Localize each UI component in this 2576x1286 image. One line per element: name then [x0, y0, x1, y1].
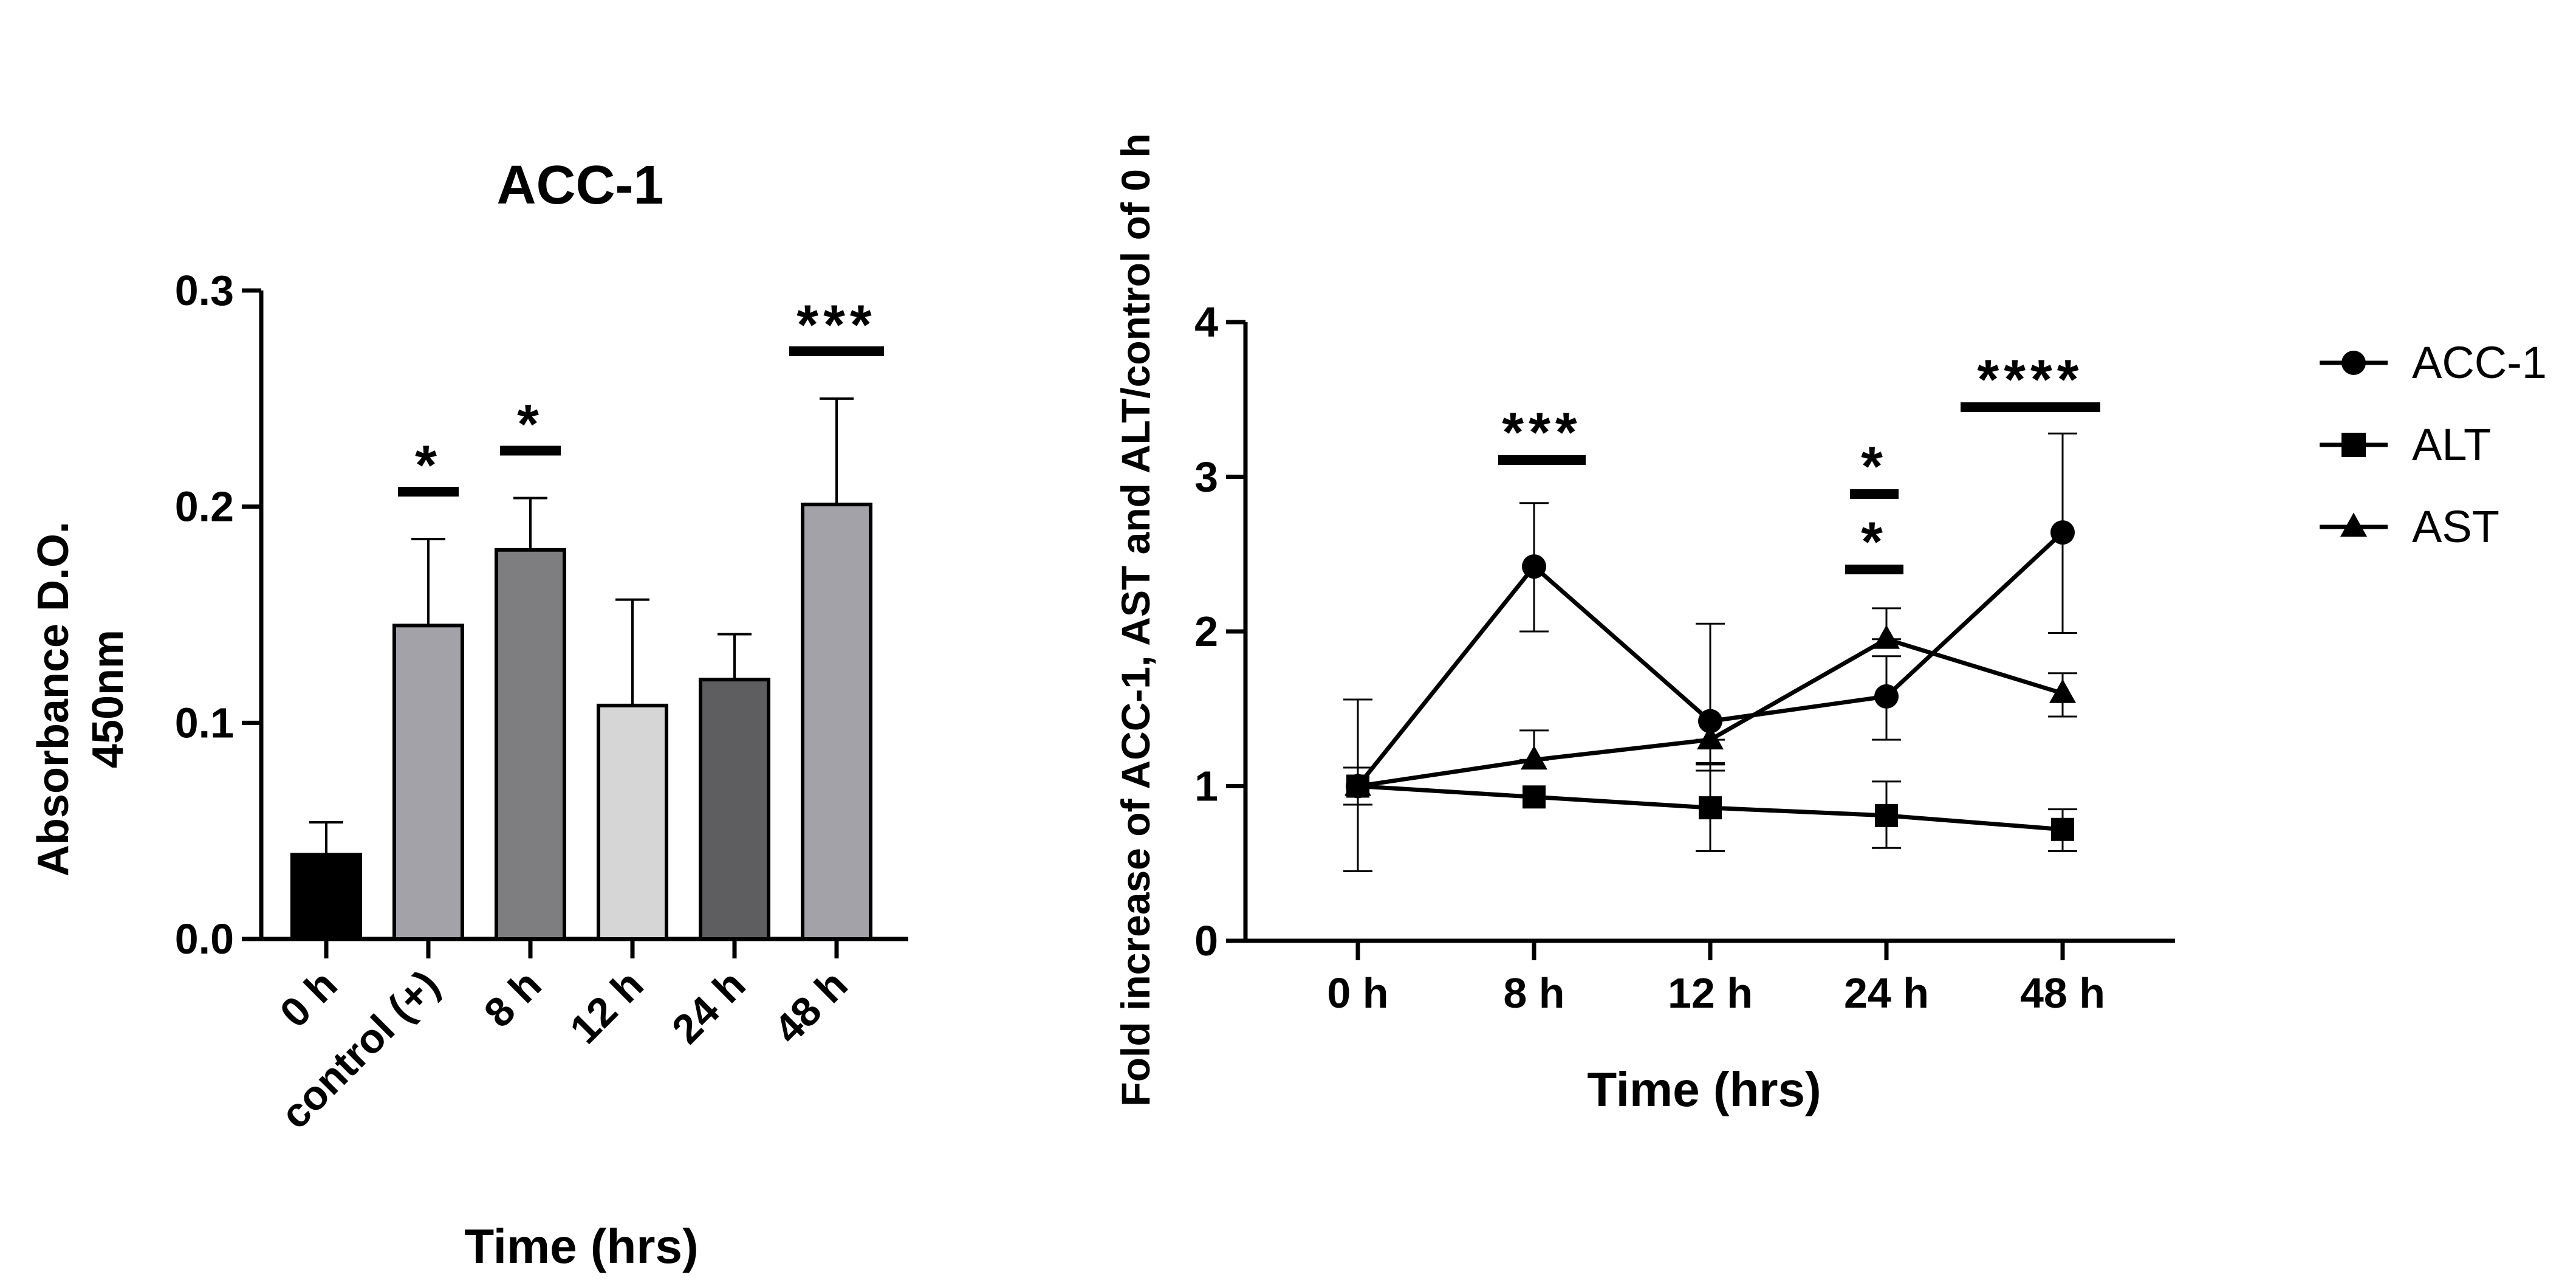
data-point-alt [1523, 785, 1546, 809]
left-chart-ylabel-line1: Absorbance D.O. [29, 521, 78, 876]
left-x-tick-label: 0 h [271, 961, 346, 1036]
bar [801, 503, 872, 941]
legend-marker-acc-1 [2341, 351, 2366, 375]
data-point-alt [1875, 803, 1898, 827]
left-chart-ylabel-line2: 450nm [84, 630, 132, 768]
left-y-tick-label: 0.3 [175, 267, 234, 314]
bar [597, 703, 668, 941]
bar [699, 678, 770, 941]
significance-label: * [415, 435, 442, 497]
left-x-tick-label: 24 h [663, 961, 755, 1053]
significance-label: *** [1502, 402, 1581, 464]
right-x-tick-label: 48 h [2020, 969, 2105, 1017]
right-y-tick-label: 4 [1194, 298, 1218, 346]
legend-label-acc-1: ACC-1 [2412, 337, 2547, 388]
right-x-tick-label: 8 h [1503, 969, 1564, 1017]
right-chart-ylabel: Fold increase of ACC-1, AST and ALT/cont… [1113, 133, 1158, 1106]
right-y-tick-label: 1 [1194, 763, 1218, 810]
right-y-tick-label: 2 [1194, 608, 1218, 655]
right-x-tick-label: 24 h [1844, 969, 1929, 1017]
significance-label: **** [1977, 349, 2083, 411]
left-y-tick-label: 0.0 [175, 915, 234, 963]
significance-label: * [517, 393, 544, 455]
data-point-alt [2051, 817, 2074, 841]
data-point-alt [1699, 796, 1722, 820]
legend-marker-alt [2341, 433, 2366, 457]
data-point-ast [1345, 771, 1371, 796]
data-point-ast [1521, 745, 1547, 770]
left-chart-title: ACC-1 [496, 155, 663, 216]
data-point-acc-1 [1874, 684, 1899, 709]
left-y-tick-label: 0.2 [175, 483, 234, 531]
left-x-tick-label: 48 h [766, 961, 857, 1053]
left-x-tick-label: 12 h [561, 961, 653, 1053]
right-chart-legend: ACC-1 ALT AST [2320, 337, 2547, 552]
significance-label: * [1861, 436, 1888, 498]
data-point-ast [2049, 679, 2076, 703]
data-point-ast [1697, 725, 1724, 750]
legend-label-ast: AST [2412, 501, 2499, 552]
significance-label: * [1861, 511, 1888, 573]
legend-marker-ast [2340, 512, 2367, 537]
left-chart-xlabel: Time (hrs) [464, 1219, 698, 1273]
right-x-tick-label: 0 h [1327, 969, 1388, 1017]
left-x-tick-label: 8 h [475, 961, 550, 1036]
legend-label-alt: ALT [2412, 419, 2491, 470]
right-x-tick-label: 12 h [1668, 969, 1753, 1017]
bar [392, 624, 464, 941]
left-y-tick-label: 0.1 [175, 699, 234, 746]
right-chart-xlabel: Time (hrs) [1587, 1062, 1821, 1116]
data-point-acc-1 [1522, 554, 1546, 579]
data-point-acc-1 [1698, 709, 1722, 734]
data-point-acc-1 [2050, 520, 2075, 545]
right-y-tick-label: 3 [1194, 453, 1218, 501]
bar [290, 853, 362, 941]
data-point-ast [1873, 625, 1900, 649]
bar [495, 548, 566, 941]
right-y-tick-label: 0 [1194, 917, 1218, 964]
significance-label: *** [796, 294, 876, 356]
